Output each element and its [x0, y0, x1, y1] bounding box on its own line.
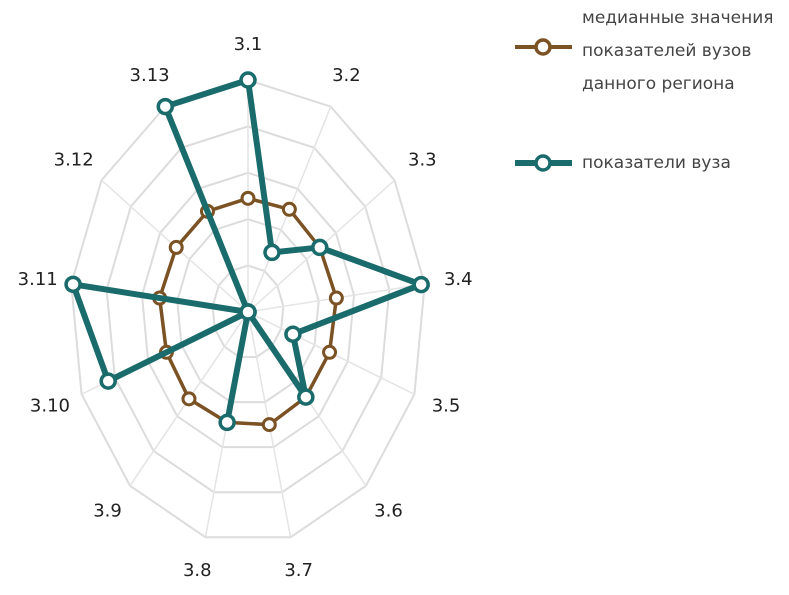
grid-ring	[176, 218, 320, 404]
grid-ring	[140, 171, 356, 449]
marker	[181, 391, 197, 407]
marker	[412, 275, 430, 294]
axis-label: 3.11	[18, 269, 58, 290]
axis-label: 3.3	[408, 149, 437, 170]
grid-ring	[70, 78, 426, 539]
axis-label: 3.5	[432, 396, 461, 417]
legend-label: показатели вуза	[582, 153, 731, 173]
marker	[239, 303, 257, 321]
axis-label: 3.9	[93, 501, 122, 522]
marker	[284, 325, 302, 343]
axis-label: 3.10	[30, 396, 70, 417]
legend-label: медианные значения показателей вузов дан…	[582, 8, 774, 94]
marker	[261, 417, 277, 433]
series-line	[70, 77, 425, 426]
axis-label: 3.7	[284, 560, 313, 581]
marker	[218, 413, 236, 432]
grid-ring	[105, 125, 391, 494]
marker	[297, 388, 315, 406]
axis-label: 3.12	[54, 149, 94, 170]
axis-label: 3.6	[374, 501, 403, 522]
marker	[240, 190, 256, 206]
axis-label: 3.2	[332, 65, 361, 86]
marker	[322, 344, 338, 360]
grid-ring	[211, 264, 285, 359]
legend-marker	[534, 154, 552, 172]
marker	[156, 97, 175, 116]
marker	[239, 71, 257, 89]
marker	[99, 372, 117, 390]
marker	[281, 201, 297, 217]
axis-label: 3.13	[130, 65, 170, 86]
axis-label: 3.4	[444, 269, 473, 290]
axis-label: 3.8	[183, 560, 212, 581]
marker	[328, 290, 344, 306]
series-line	[157, 196, 339, 427]
marker	[168, 239, 184, 255]
marker	[64, 275, 82, 294]
axis-label: 3.1	[234, 34, 263, 55]
marker	[263, 243, 281, 262]
legend-marker	[534, 38, 552, 56]
marker	[311, 238, 329, 257]
